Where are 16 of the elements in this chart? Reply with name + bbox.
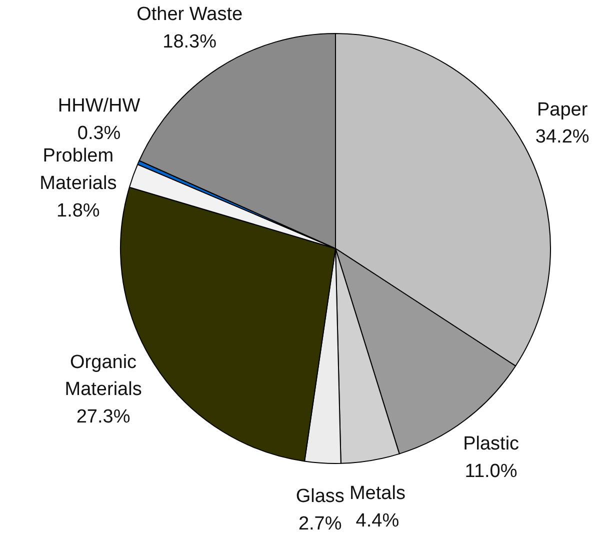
data-label: 2.7% — [298, 513, 342, 534]
data-label: 18.3% — [162, 32, 217, 53]
slice-label: Glass — [296, 486, 344, 508]
slice-label: HHW/HW — [58, 96, 140, 117]
slice-label: Metals — [349, 483, 406, 504]
data-label: 1.8% — [56, 200, 100, 222]
data-label: 34.2% — [535, 126, 590, 148]
data-label: 27.3% — [76, 406, 130, 428]
slice-label: Other Waste — [136, 4, 243, 26]
data-label: 11.0% — [464, 460, 518, 482]
slice-label: Paper — [537, 99, 588, 120]
data-label: 0.3% — [77, 122, 121, 144]
slice-label: Problem Materials — [40, 146, 117, 194]
slice-label: Plastic — [463, 434, 520, 455]
data-label: 4.4% — [356, 510, 400, 532]
slice-label: Organic Materials — [64, 352, 142, 400]
